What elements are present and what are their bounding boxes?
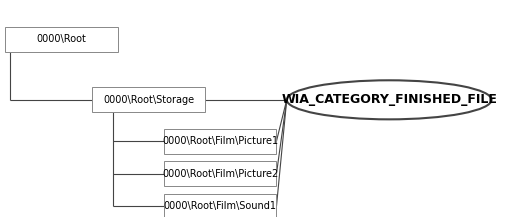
Ellipse shape: [287, 80, 492, 119]
FancyBboxPatch shape: [92, 87, 205, 112]
Text: 0000\Root\Storage: 0000\Root\Storage: [103, 95, 194, 105]
Text: WIA_CATEGORY_FINISHED_FILE: WIA_CATEGORY_FINISHED_FILE: [281, 93, 497, 106]
FancyBboxPatch shape: [5, 27, 118, 52]
Text: 0000\Root\Film\Picture2: 0000\Root\Film\Picture2: [162, 169, 279, 179]
FancyBboxPatch shape: [164, 161, 276, 186]
FancyBboxPatch shape: [164, 194, 276, 217]
Text: 0000\Root: 0000\Root: [36, 34, 87, 44]
Text: 0000\Root\Film\Picture1: 0000\Root\Film\Picture1: [162, 136, 278, 146]
Text: 0000\Root\Film\Sound1: 0000\Root\Film\Sound1: [164, 201, 276, 211]
FancyBboxPatch shape: [164, 128, 276, 154]
